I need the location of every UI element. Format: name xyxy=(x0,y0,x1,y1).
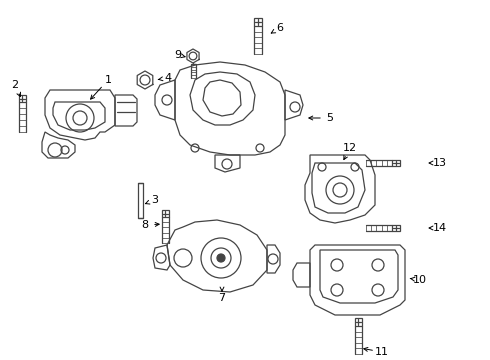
Text: 6: 6 xyxy=(276,23,284,33)
Text: 14: 14 xyxy=(433,223,447,233)
Text: 7: 7 xyxy=(219,293,225,303)
Text: 10: 10 xyxy=(413,275,427,285)
Circle shape xyxy=(217,254,225,262)
Text: 3: 3 xyxy=(151,195,158,205)
Bar xyxy=(138,183,143,217)
Text: 12: 12 xyxy=(343,143,357,153)
Text: 9: 9 xyxy=(174,50,182,60)
Text: 4: 4 xyxy=(165,73,172,83)
Text: 5: 5 xyxy=(326,113,334,123)
Text: 11: 11 xyxy=(375,347,389,357)
Text: 2: 2 xyxy=(11,80,19,90)
Text: 13: 13 xyxy=(433,158,447,168)
Text: 1: 1 xyxy=(104,75,112,85)
Text: 8: 8 xyxy=(142,220,148,230)
